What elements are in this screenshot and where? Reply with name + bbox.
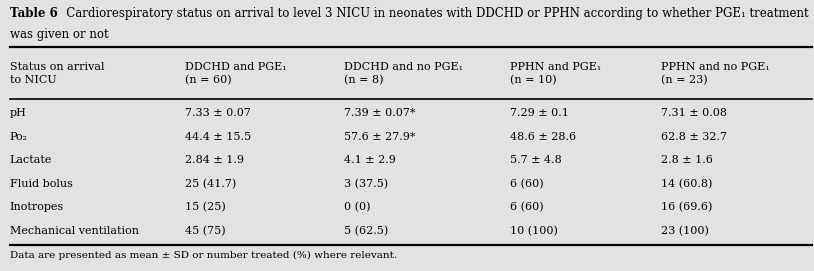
Text: PPHN and no PGE₁
(n = 23): PPHN and no PGE₁ (n = 23) xyxy=(661,62,769,85)
Text: PPHN and PGE₁
(n = 10): PPHN and PGE₁ (n = 10) xyxy=(510,62,602,85)
Text: 23 (100): 23 (100) xyxy=(661,226,709,236)
Text: Inotropes: Inotropes xyxy=(10,202,64,212)
Text: was given or not: was given or not xyxy=(10,28,108,41)
Text: 57.6 ± 27.9*: 57.6 ± 27.9* xyxy=(344,132,415,142)
Text: pH: pH xyxy=(10,108,27,118)
Text: 6 (60): 6 (60) xyxy=(510,202,544,212)
Text: 6 (60): 6 (60) xyxy=(510,179,544,189)
Text: 10 (100): 10 (100) xyxy=(510,226,558,236)
Text: 7.29 ± 0.1: 7.29 ± 0.1 xyxy=(510,108,569,118)
Text: Status on arrival
to NICU: Status on arrival to NICU xyxy=(10,62,104,85)
Text: 3 (37.5): 3 (37.5) xyxy=(344,179,387,189)
Text: 16 (69.6): 16 (69.6) xyxy=(661,202,712,212)
Text: 7.39 ± 0.07*: 7.39 ± 0.07* xyxy=(344,108,415,118)
Text: 62.8 ± 32.7: 62.8 ± 32.7 xyxy=(661,132,727,142)
Text: 14 (60.8): 14 (60.8) xyxy=(661,179,712,189)
Text: 5.7 ± 4.8: 5.7 ± 4.8 xyxy=(510,155,562,165)
Text: 2.84 ± 1.9: 2.84 ± 1.9 xyxy=(185,155,243,165)
Text: 15 (25): 15 (25) xyxy=(185,202,225,212)
Text: 45 (75): 45 (75) xyxy=(185,226,225,236)
Text: Cardiorespiratory status on arrival to level 3 NICU in neonates with DDCHD or PP: Cardiorespiratory status on arrival to l… xyxy=(55,7,808,20)
Text: 7.33 ± 0.07: 7.33 ± 0.07 xyxy=(185,108,251,118)
Text: DDCHD and no PGE₁
(n = 8): DDCHD and no PGE₁ (n = 8) xyxy=(344,62,462,85)
Text: Fluid bolus: Fluid bolus xyxy=(10,179,72,189)
Text: 5 (62.5): 5 (62.5) xyxy=(344,226,387,236)
Text: DDCHD and PGE₁
(n = 60): DDCHD and PGE₁ (n = 60) xyxy=(185,62,287,85)
Text: Po₂: Po₂ xyxy=(10,132,28,142)
Text: Table 6: Table 6 xyxy=(10,7,58,20)
Text: 0 (0): 0 (0) xyxy=(344,202,370,212)
Text: 25 (41.7): 25 (41.7) xyxy=(185,179,236,189)
Text: Data are presented as mean ± SD or number treated (%) where relevant.: Data are presented as mean ± SD or numbe… xyxy=(10,251,397,260)
Text: 4.1 ± 2.9: 4.1 ± 2.9 xyxy=(344,155,396,165)
Text: 7.31 ± 0.08: 7.31 ± 0.08 xyxy=(661,108,727,118)
Text: Lactate: Lactate xyxy=(10,155,52,165)
Text: Mechanical ventilation: Mechanical ventilation xyxy=(10,226,138,236)
Text: 44.4 ± 15.5: 44.4 ± 15.5 xyxy=(185,132,251,142)
Text: 48.6 ± 28.6: 48.6 ± 28.6 xyxy=(510,132,576,142)
Text: 2.8 ± 1.6: 2.8 ± 1.6 xyxy=(661,155,713,165)
